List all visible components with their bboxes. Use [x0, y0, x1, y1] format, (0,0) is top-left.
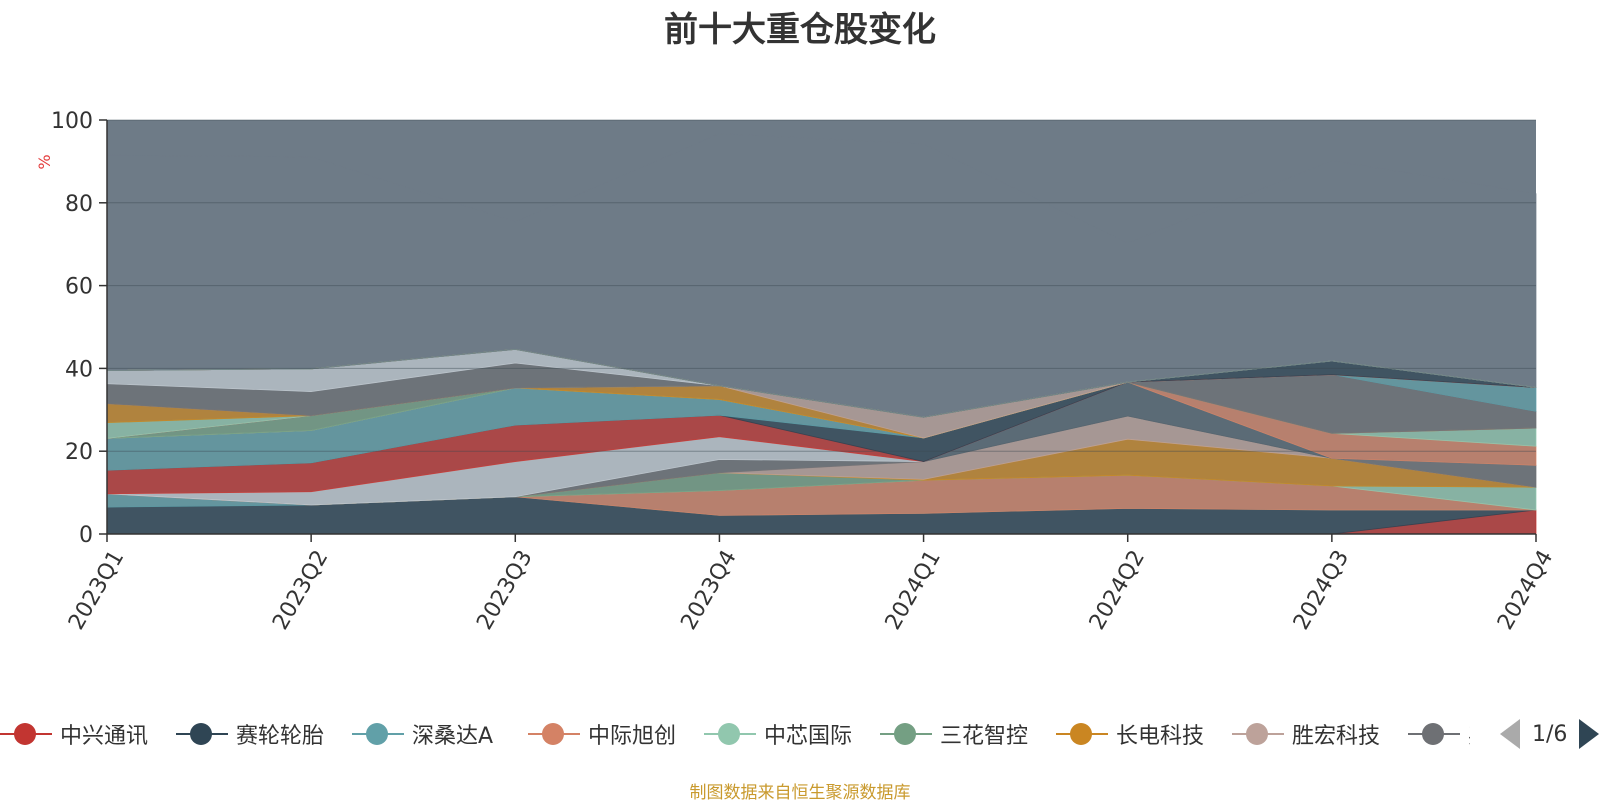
legend-item[interactable]: 深桑达A — [352, 716, 493, 752]
legend-item[interactable]: 中芯国际 — [704, 716, 852, 752]
legend-label: 中芯国际 — [764, 724, 853, 749]
legend: 中兴通讯 赛轮轮胎 深桑达A 中际旭创 中芯国际 三花智控 长电科技 胜宏科技 兆易创新 1/6 — [0, 716, 1600, 752]
y-axis-unit-label: % — [35, 154, 54, 169]
legend-items: 中兴通讯 赛轮轮胎 深桑达A 中际旭创 中芯国际 三花智控 长电科技 胜宏科技 兆易创新 — [0, 716, 1470, 752]
legend-item[interactable]: 兆易创新 — [1408, 716, 1470, 752]
legend-item[interactable]: 三花智控 — [880, 716, 1028, 752]
legend-label: 中兴通讯 — [60, 724, 149, 749]
y-tick-label: 0 — [79, 523, 93, 548]
x-tick-label: 2024Q1 — [881, 546, 946, 634]
legend-label: 胜宏科技 — [1292, 724, 1381, 749]
x-tick-label: 2023Q4 — [676, 546, 741, 634]
x-tick-label: 2023Q3 — [472, 546, 537, 634]
legend-prev-page-icon[interactable] — [1500, 719, 1520, 749]
legend-marker-icon — [704, 722, 756, 746]
y-tick-label: 80 — [65, 192, 93, 217]
y-tick-label: 60 — [65, 275, 93, 300]
y-axis: 0 20 40 60 80 100 — [51, 109, 108, 548]
chart-title: 前十大重仓股变化 — [664, 10, 936, 50]
legend-label: 三花智控 — [940, 724, 1029, 749]
legend-marker-icon — [1232, 722, 1284, 746]
legend-label: 兆易创新 — [1468, 718, 1470, 750]
legend-label: 赛轮轮胎 — [236, 724, 325, 749]
legend-marker-icon — [176, 722, 228, 746]
legend-label: 深桑达A — [412, 724, 494, 749]
x-tick-label: 2023Q2 — [268, 546, 333, 634]
legend-label: 中际旭创 — [588, 724, 677, 749]
area-其他 — [106, 133, 1537, 418]
legend-marker-icon — [880, 722, 932, 746]
legend-next-page-icon[interactable] — [1579, 719, 1600, 749]
y-tick-label: 40 — [65, 357, 93, 382]
legend-item[interactable]: 中兴通讯 — [0, 716, 148, 752]
y-tick-label: 20 — [65, 440, 93, 465]
legend-marker-icon — [0, 722, 52, 746]
legend-marker-icon — [352, 722, 404, 746]
grid-lines — [107, 119, 1536, 452]
x-axis: 2023Q1 2023Q2 2023Q3 2023Q4 2024Q1 2024Q2 2024… — [64, 533, 1558, 634]
x-tick-label: 2024Q3 — [1289, 546, 1354, 634]
legend-pager: 1/6 — [1500, 716, 1600, 752]
legend-marker-icon — [1408, 722, 1460, 746]
legend-item[interactable]: 长电科技 — [1056, 716, 1204, 752]
legend-item[interactable]: 中际旭创 — [528, 716, 676, 752]
legend-label: 长电科技 — [1116, 724, 1205, 749]
x-tick-label: 2024Q4 — [1493, 546, 1558, 634]
x-tick-label: 2023Q1 — [64, 546, 129, 634]
legend-item[interactable]: 胜宏科技 — [1232, 716, 1380, 752]
legend-page-indicator: 1/6 — [1532, 721, 1568, 747]
source-note: 制图数据来自恒生聚源数据库 — [689, 783, 911, 803]
legend-item[interactable]: 赛轮轮胎 — [176, 716, 324, 752]
area-series-group — [106, 133, 1537, 535]
x-tick-label: 2024Q2 — [1085, 546, 1150, 634]
y-tick-label: 100 — [51, 109, 93, 134]
legend-marker-icon — [1056, 722, 1108, 746]
legend-marker-icon — [528, 722, 580, 746]
